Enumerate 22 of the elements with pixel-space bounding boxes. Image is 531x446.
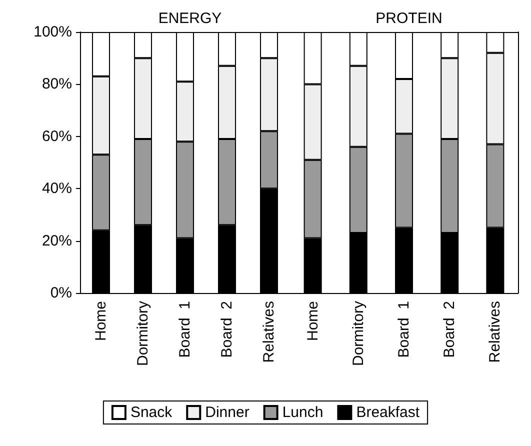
y-tick-label: 60% [42,128,72,145]
chart-title: ENERGY [158,10,222,27]
legend-label: Dinner [205,404,250,421]
x-tick-label: Board 1 [176,301,194,358]
x-tick-label: Relatives [260,301,278,363]
x-tick-label: Board 2 [441,301,458,358]
y-tick-label: 80% [42,76,72,93]
legend-label: Breakfast [356,404,420,421]
x-tick-label: Home [304,301,322,342]
y-tick-label: 0% [50,284,72,302]
legend-label: Lunch [282,404,324,421]
x-tick-label: Dormitory [134,300,152,366]
x-tick-label: Relatives [486,301,504,363]
x-tick-label: Dormitory [350,300,367,366]
y-tick-label: 20% [42,232,72,250]
x-tick-label: Home [92,301,110,342]
y-tick-label: 40% [42,180,72,198]
x-tick-label: Board 1 [396,301,412,358]
chart-title: PROTEIN [376,10,442,27]
y-tick-label: 100% [34,24,72,40]
x-tick-label: Board 2 [218,301,236,358]
legend-label: Snack [130,404,173,421]
